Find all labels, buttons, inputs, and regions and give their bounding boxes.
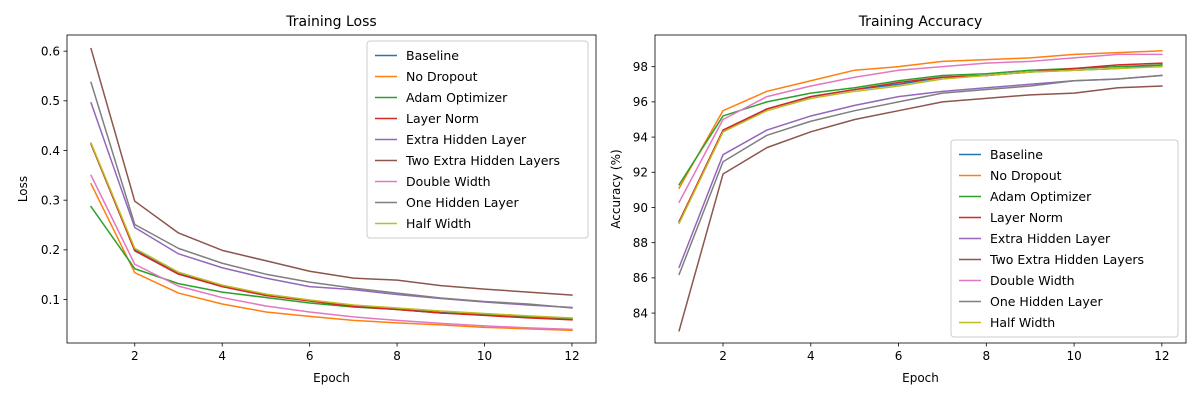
chart-loss: Training Loss 2 4 6 8 10 12 0.1 0.2 0.3 0.4 0.5 0.6 E… [16, 14, 597, 385]
x-tick-label: 2 [719, 349, 727, 363]
legend: Baseline No Dropout Adam Optimizer Layer No… [950, 139, 1179, 338]
y-tick-label: 88 [633, 236, 648, 250]
legend-label: No Dropout [990, 168, 1062, 183]
series-line-1 [90, 182, 573, 332]
y-tick-label: 92 [633, 166, 648, 180]
legend-label: Half Width [990, 315, 1055, 330]
chart-title: Training Loss [285, 14, 376, 30]
series-lines [678, 50, 1163, 332]
legend-label: Double Width [406, 174, 491, 189]
y-tick-label: 98 [633, 60, 648, 74]
x-tick-label: 2 [131, 349, 139, 363]
series-line-3 [90, 143, 573, 321]
series-line-7 [90, 81, 573, 309]
series-line-5 [90, 47, 573, 296]
legend-label: Extra Hidden Layer [406, 132, 527, 147]
legend-label: Layer Norm [406, 111, 479, 126]
y-tick-label: 86 [633, 271, 648, 285]
x-tick-label: 10 [1066, 349, 1081, 363]
legend-label: Half Width [406, 216, 471, 231]
x-tick-label: 12 [564, 349, 579, 363]
legend-label: Extra Hidden Layer [990, 231, 1111, 246]
y-tick-label: 0.3 [41, 193, 60, 207]
legend-label: Baseline [406, 48, 459, 63]
y-tick-label: 96 [633, 95, 648, 109]
series-line-8 [678, 65, 1163, 225]
legend-label: One Hidden Layer [406, 195, 519, 210]
series-line-8 [90, 142, 573, 319]
legend: Baseline No Dropout Adam Optimizer Layer No… [366, 40, 589, 239]
y-tick-label: 0.2 [41, 243, 60, 257]
y-tick-label: 0.1 [41, 293, 60, 307]
chart-title: Training Accuracy [858, 14, 983, 30]
y-tick-label: 0.6 [41, 44, 60, 58]
chart-accuracy: Training Accuracy 2 4 6 8 10 12 84 86 88 90 92 94 96 9… [609, 14, 1187, 385]
y-tick-label: 0.5 [41, 94, 60, 108]
x-tick-label: 6 [306, 349, 314, 363]
x-tick-label: 4 [807, 349, 815, 363]
series-lines [90, 47, 573, 332]
y-tick-label: 90 [633, 201, 648, 215]
y-axis-label: Loss [16, 176, 30, 202]
y-tick-label: 84 [633, 306, 648, 320]
legend-label: Two Extra Hidden Layers [989, 252, 1144, 267]
y-tick-label: 94 [633, 130, 648, 144]
series-line-3 [678, 62, 1163, 223]
legend-box [950, 139, 1179, 338]
legend-label: Adam Optimizer [406, 90, 508, 105]
x-tick-label: 4 [218, 349, 226, 363]
y-axis-label: Accuracy (%) [609, 149, 623, 228]
legend-label: Layer Norm [990, 210, 1063, 225]
legend-label: Double Width [990, 273, 1075, 288]
x-axis-label: Epoch [313, 371, 350, 385]
legend-label: Adam Optimizer [990, 189, 1092, 204]
x-axis-label: Epoch [902, 371, 939, 385]
series-line-7 [678, 74, 1163, 276]
y-tick-label: 0.4 [41, 144, 60, 158]
series-line-5 [678, 85, 1163, 332]
series-line-6 [678, 53, 1163, 204]
legend-label: One Hidden Layer [990, 294, 1103, 309]
legend-label: Baseline [990, 147, 1043, 162]
series-line-6 [90, 174, 573, 331]
legend-label: Two Extra Hidden Layers [405, 153, 560, 168]
x-tick-label: 8 [983, 349, 991, 363]
x-tick-label: 10 [477, 349, 492, 363]
plot-area-frame [66, 34, 597, 344]
legend-box [366, 40, 589, 239]
x-tick-label: 6 [895, 349, 903, 363]
x-tick-label: 8 [393, 349, 401, 363]
legend-label: No Dropout [406, 69, 478, 84]
series-line-1 [678, 50, 1163, 190]
series-line-2 [90, 205, 573, 320]
plot-area-frame [654, 34, 1187, 344]
x-tick-label: 12 [1154, 349, 1169, 363]
